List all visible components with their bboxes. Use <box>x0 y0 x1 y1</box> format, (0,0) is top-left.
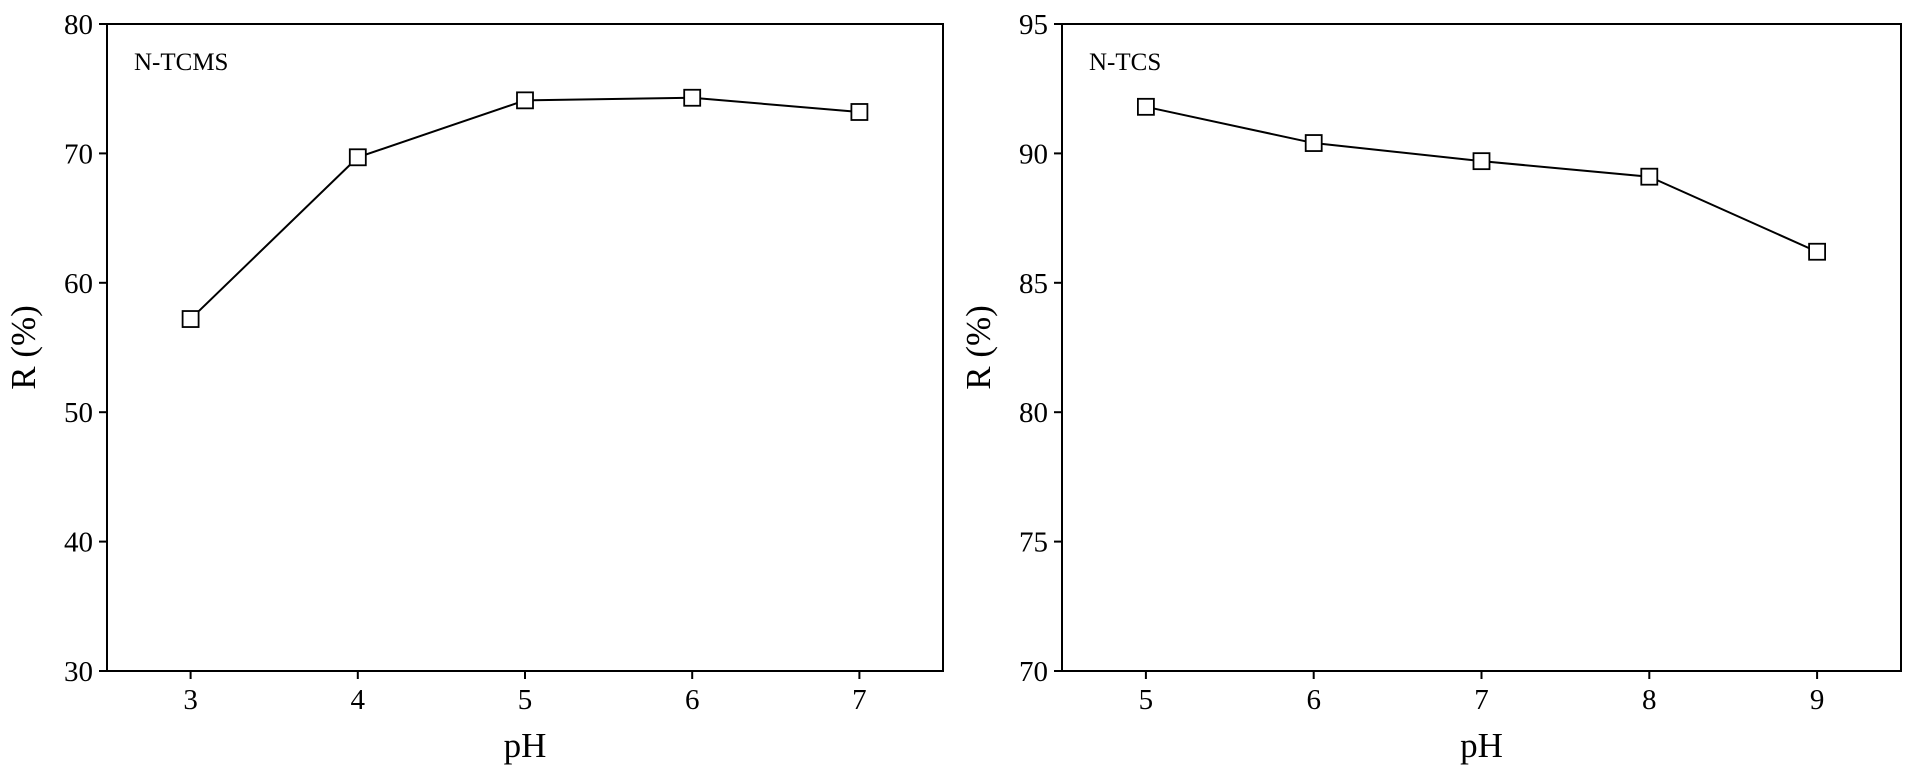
x-tick-label: 7 <box>852 684 867 716</box>
y-tick-label: 95 <box>1019 9 1048 41</box>
y-tick-label: 80 <box>1019 397 1048 429</box>
y-tick-label: 90 <box>1019 138 1048 170</box>
y-axis-label: R (%) <box>4 305 43 390</box>
marker <box>516 91 534 110</box>
series-line <box>189 96 860 320</box>
x-tick-label: 8 <box>1642 684 1657 716</box>
x-tick-label: 7 <box>1474 684 1489 716</box>
marker <box>1640 167 1659 186</box>
x-axis-label: pH <box>1460 726 1503 765</box>
y-tick-label: 85 <box>1019 268 1048 300</box>
x-tick-label: 4 <box>351 684 366 716</box>
marker <box>1808 242 1826 261</box>
x-tick-label: 6 <box>1306 684 1321 716</box>
series-line <box>1145 105 1818 253</box>
x-tick-label: 6 <box>685 684 700 716</box>
y-tick-label: 30 <box>64 656 93 688</box>
marker <box>683 88 702 107</box>
annotation: N-TCS <box>1089 49 1161 76</box>
y-axis-label: R (%) <box>959 305 998 390</box>
annotation: N-TCMS <box>134 49 228 76</box>
plot-frame <box>106 23 944 672</box>
marker <box>348 148 367 167</box>
plot-frame <box>1061 23 1902 672</box>
marker <box>1472 152 1491 171</box>
y-tick-label: 70 <box>1019 656 1048 688</box>
y-tick-label: 80 <box>64 9 93 41</box>
x-tick-label: 5 <box>1139 684 1154 716</box>
y-tick-label: 75 <box>1019 527 1048 559</box>
x-axis-label: pH <box>504 726 547 765</box>
marker <box>1137 97 1155 116</box>
y-tick-label: 70 <box>64 138 93 170</box>
x-tick-label: 5 <box>518 684 533 716</box>
marker <box>850 103 869 121</box>
y-tick-label: 40 <box>64 527 93 559</box>
x-tick-label: 3 <box>183 684 198 716</box>
marker <box>181 310 200 328</box>
y-tick-label: 50 <box>64 397 93 429</box>
y-tick-label: 60 <box>64 268 93 300</box>
marker <box>1304 134 1323 152</box>
x-tick-label: 9 <box>1810 684 1825 716</box>
